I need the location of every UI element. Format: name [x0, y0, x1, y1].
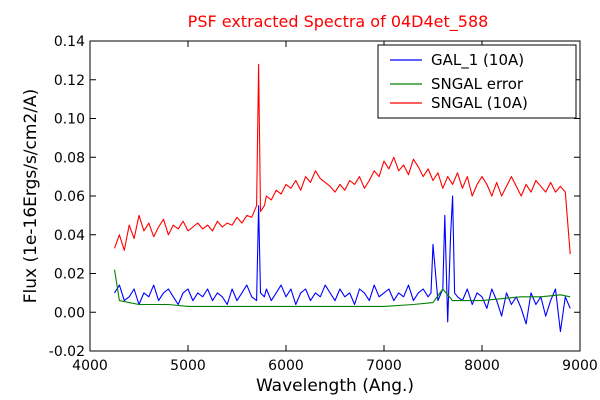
y-tick-label: 0.06	[54, 189, 85, 205]
legend-box	[377, 44, 577, 119]
series-line-2	[113, 63, 571, 255]
y-tick-label: -0.02	[49, 344, 85, 360]
legend-label-sngal: SNGAL (10A)	[431, 94, 528, 112]
legend: GAL_1 (10A) SNGAL error SNGAL (10A)	[377, 44, 577, 119]
x-tick-label: 7000	[366, 358, 402, 374]
chart-title: PSF extracted Spectra of 04D4et_588	[188, 12, 489, 32]
y-tick-label: 0.08	[54, 150, 85, 166]
legend-label-sngal-error: SNGAL error	[431, 75, 524, 93]
ticks-layer: 4000 5000 6000 7000 8000 9000 -0.02 0.00 0.02 0.0…	[49, 34, 598, 374]
y-tick-label: 0.04	[54, 228, 85, 244]
y-tick-label: 0.14	[54, 34, 85, 50]
y-tick-label: 0.10	[54, 112, 85, 128]
x-tick-label: 6000	[268, 358, 304, 374]
series-line-1	[113, 269, 571, 307]
x-tick-label: 4000	[72, 358, 108, 374]
y-tick-label: 0.02	[54, 267, 85, 283]
x-tick-label: 8000	[464, 358, 500, 374]
y-tick-label: 0.00	[54, 305, 85, 321]
x-axis-label: Wavelength (Ang.)	[256, 376, 414, 396]
x-tick-label: 5000	[170, 358, 206, 374]
y-tick-label: 0.12	[54, 73, 85, 89]
series-line-0	[114, 195, 571, 333]
legend-label-gal: GAL_1 (10A)	[431, 51, 524, 70]
series-layer	[113, 63, 571, 333]
y-axis-label: Flux (1e-16Ergs/s/cm2/A)	[21, 89, 41, 304]
x-tick-label: 9000	[562, 358, 598, 374]
